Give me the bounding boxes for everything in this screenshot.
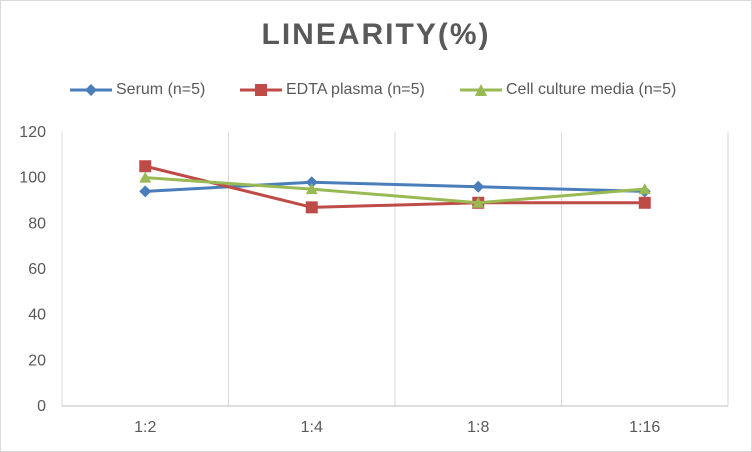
y-tick-label: 40 <box>28 307 46 324</box>
y-tick-label: 80 <box>28 215 46 232</box>
x-tick-label: 1:4 <box>301 419 323 436</box>
chart-legend: Serum (n=5) EDTA plasma (n=5) Cell cultu… <box>0 78 752 102</box>
x-tick-label: 1:8 <box>467 419 489 436</box>
legend-item-serum: Serum (n=5) <box>70 78 205 102</box>
y-tick-label: 60 <box>28 261 46 278</box>
data-point-serum-n-5 <box>305 176 318 189</box>
data-point-serum-n-5 <box>472 180 485 193</box>
legend-item-edta-plasma: EDTA plasma (n=5) <box>240 78 425 102</box>
y-tick-label: 20 <box>28 352 46 369</box>
y-tick-label: 100 <box>19 170 46 187</box>
y-tick-label: 120 <box>19 124 46 141</box>
legend-label-serum: Serum (n=5) <box>116 81 206 98</box>
legend-marker-edta-plasma <box>240 84 282 96</box>
data-point-cell-culture-media-n-5 <box>305 183 318 195</box>
legend-marker-serum <box>70 84 112 96</box>
data-point-serum-n-5 <box>139 185 152 198</box>
data-point-edta-plasma-n-5 <box>638 196 651 209</box>
legend-label-edta-plasma: EDTA plasma (n=5) <box>286 81 425 98</box>
series-line-cell-culture-media-n-5 <box>145 176 645 205</box>
legend-marker-cell-culture-media <box>460 84 502 96</box>
x-tick-label: 1:2 <box>134 419 156 436</box>
data-point-edta-plasma-n-5 <box>139 160 152 173</box>
chart-title: LINEARITY(%) <box>261 18 491 51</box>
x-tick-label: 1:16 <box>629 419 660 436</box>
y-tick-label: 0 <box>37 398 46 415</box>
legend-label-cell-culture-media: Cell culture media (n=5) <box>506 81 677 98</box>
data-point-cell-culture-media-n-5 <box>139 171 152 183</box>
data-point-cell-culture-media-n-5 <box>472 196 485 208</box>
series-line-edta-plasma-n-5 <box>144 164 645 209</box>
data-point-edta-plasma-n-5 <box>305 201 318 214</box>
data-point-cell-culture-media-n-5 <box>638 183 651 195</box>
legend-item-cell-culture-media: Cell culture media (n=5) <box>460 78 676 102</box>
